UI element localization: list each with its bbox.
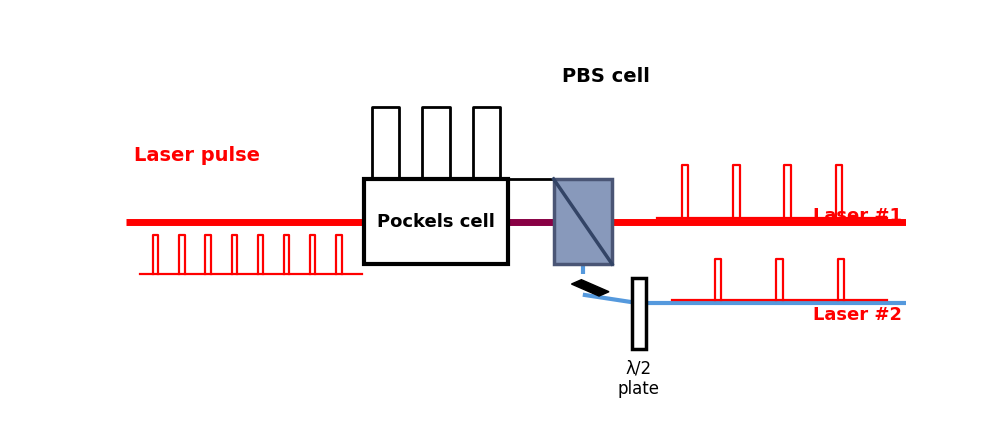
Text: Laser #1: Laser #1: [813, 207, 901, 225]
Text: Laser pulse: Laser pulse: [134, 146, 260, 164]
Bar: [364, 179, 509, 264]
Bar: [631, 278, 645, 349]
Text: λ/2
plate: λ/2 plate: [617, 359, 660, 398]
Text: Laser #2: Laser #2: [813, 306, 901, 324]
Bar: [554, 179, 612, 264]
Polygon shape: [571, 280, 609, 296]
Text: Pockels cell: Pockels cell: [378, 213, 495, 231]
Text: PBS cell: PBS cell: [562, 67, 650, 86]
